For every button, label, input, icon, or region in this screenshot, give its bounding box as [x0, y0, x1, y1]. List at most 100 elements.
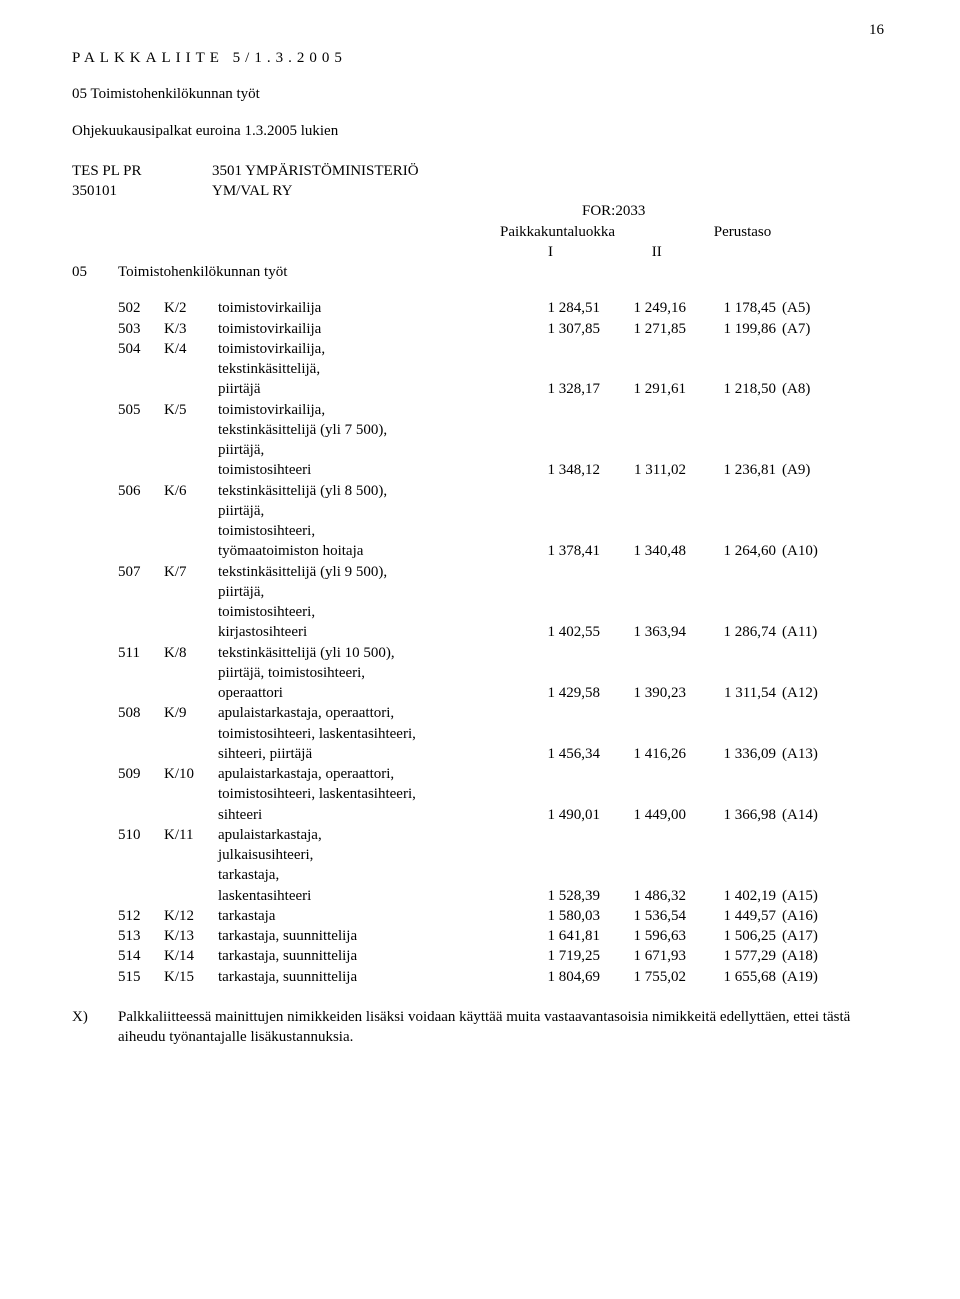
section-name: Toimistohenkilökunnan työt [118, 262, 888, 282]
row-desc: laskentasihteeri [218, 886, 518, 906]
row-desc: tarkastaja, suunnittelija [218, 926, 518, 946]
row-desc: piirtäjä [218, 379, 518, 399]
table-row: 510K/11apulaistarkastaja, [72, 825, 888, 845]
table-row: 515K/15tarkastaja, suunnittelija1 804,69… [72, 967, 888, 987]
table-row: piirtäjä1 328,171 291,611 218,50(A8) [72, 379, 888, 399]
row-code: 503 [72, 319, 164, 339]
row-code: 514 [72, 946, 164, 966]
row-grade: (A15) [776, 886, 838, 906]
row-grade: (A14) [776, 805, 838, 825]
row-val2: 1 340,48 [600, 541, 686, 561]
footnote-marker: X) [72, 1007, 118, 1048]
row-val2: 1 249,16 [600, 298, 686, 318]
subtitle-1: 05 Toimistohenkilökunnan työt [72, 84, 888, 104]
row-val3: 1 366,98 [686, 805, 776, 825]
row-val2: 1 390,23 [600, 683, 686, 703]
row-desc: piirtäjä, [218, 582, 518, 602]
section-row: 05 Toimistohenkilökunnan työt [72, 262, 888, 282]
row-k: K/14 [164, 946, 218, 966]
table-row: kirjastosihteeri1 402,551 363,941 286,74… [72, 622, 888, 642]
row-val3: 1 449,57 [686, 906, 776, 926]
row-grade: (A19) [776, 967, 838, 987]
tes-row: TES PL PR 3501 YMPÄRISTÖMINISTERIÖ [72, 161, 888, 181]
subtitle-2: Ohjekuukausipalkat euroina 1.3.2005 luki… [72, 121, 888, 141]
table-row: piirtäjä, [72, 501, 888, 521]
table-row: toimistosihteeri1 348,121 311,021 236,81… [72, 460, 888, 480]
row-code: 513 [72, 926, 164, 946]
row-val1: 1 804,69 [518, 967, 600, 987]
row-k: K/11 [164, 825, 218, 845]
row-val1: 1 284,51 [518, 298, 600, 318]
table-row: 507K/7tekstinkäsittelijä (yli 9 500), [72, 562, 888, 582]
row-desc: toimistovirkailija, [218, 400, 518, 420]
row-val3: 1 311,54 [686, 683, 776, 703]
table-row: piirtäjä, toimistosihteeri, [72, 663, 888, 683]
row-grade: (A18) [776, 946, 838, 966]
footnote: X) Palkkaliitteessä mainittujen nimikkei… [72, 1007, 888, 1048]
row-desc: tekstinkäsittelijä, [218, 359, 518, 379]
row-val1: 1 307,85 [518, 319, 600, 339]
roman-row: I II [72, 242, 888, 262]
row-k: K/5 [164, 400, 218, 420]
table-row: piirtäjä, [72, 440, 888, 460]
row-k: K/10 [164, 764, 218, 784]
row-val2: 1 536,54 [600, 906, 686, 926]
row-val2: 1 311,02 [600, 460, 686, 480]
row-grade: (A10) [776, 541, 838, 561]
row-k: K/15 [164, 967, 218, 987]
tes-label: TES PL PR [72, 161, 212, 181]
row-val1: 1 429,58 [518, 683, 600, 703]
row-desc: toimistosihteeri [218, 460, 518, 480]
table-row: 511K/8tekstinkäsittelijä (yli 10 500), [72, 643, 888, 663]
section-code: 05 [72, 262, 118, 282]
row-code: 508 [72, 703, 164, 723]
table-row: 502K/2toimistovirkailija1 284,511 249,16… [72, 298, 888, 318]
table-row: toimistosihteeri, [72, 602, 888, 622]
row-val3: 1 236,81 [686, 460, 776, 480]
row-desc: tekstinkäsittelijä (yli 10 500), [218, 643, 518, 663]
row-k: K/7 [164, 562, 218, 582]
footnote-text: Palkkaliitteessä mainittujen nimikkeiden… [118, 1007, 888, 1048]
row-code: 515 [72, 967, 164, 987]
row-val1: 1 641,81 [518, 926, 600, 946]
salary-table: 502K/2toimistovirkailija1 284,511 249,16… [72, 298, 888, 987]
table-row: operaattori1 429,581 390,231 311,54(A12) [72, 683, 888, 703]
table-row: työmaatoimiston hoitaja1 378,411 340,481… [72, 541, 888, 561]
row-code: 505 [72, 400, 164, 420]
row-val1: 1 719,25 [518, 946, 600, 966]
row-code: 506 [72, 481, 164, 501]
row-val2: 1 449,00 [600, 805, 686, 825]
row-grade: (A9) [776, 460, 838, 480]
table-row: piirtäjä, [72, 582, 888, 602]
row-desc: tarkastaja, [218, 865, 518, 885]
unit-row: 350101 YM/VAL RY [72, 181, 888, 201]
row-grade: (A12) [776, 683, 838, 703]
row-val1: 1 580,03 [518, 906, 600, 926]
row-val3: 1 286,74 [686, 622, 776, 642]
row-desc: operaattori [218, 683, 518, 703]
row-desc: kirjastosihteeri [218, 622, 518, 642]
row-code: 512 [72, 906, 164, 926]
row-val2: 1 363,94 [600, 622, 686, 642]
row-val1: 1 328,17 [518, 379, 600, 399]
row-desc: apulaistarkastaja, operaattori, [218, 703, 518, 723]
row-code: 502 [72, 298, 164, 318]
row-desc: julkaisusihteeri, [218, 845, 518, 865]
table-row: 514K/14tarkastaja, suunnittelija1 719,25… [72, 946, 888, 966]
row-val3: 1 577,29 [686, 946, 776, 966]
row-val1: 1 348,12 [518, 460, 600, 480]
row-k: K/6 [164, 481, 218, 501]
page-number: 16 [869, 20, 884, 40]
row-code: 507 [72, 562, 164, 582]
row-desc: tekstinkäsittelijä (yli 9 500), [218, 562, 518, 582]
row-k: K/9 [164, 703, 218, 723]
row-val2: 1 291,61 [600, 379, 686, 399]
row-val2: 1 416,26 [600, 744, 686, 764]
table-row: 512K/12tarkastaja1 580,031 536,541 449,5… [72, 906, 888, 926]
row-desc: tarkastaja, suunnittelija [218, 967, 518, 987]
row-val3: 1 655,68 [686, 967, 776, 987]
table-row: sihteeri, piirtäjä1 456,341 416,261 336,… [72, 744, 888, 764]
row-val3: 1 218,50 [686, 379, 776, 399]
row-val1: 1 490,01 [518, 805, 600, 825]
table-row: laskentasihteeri1 528,391 486,321 402,19… [72, 886, 888, 906]
